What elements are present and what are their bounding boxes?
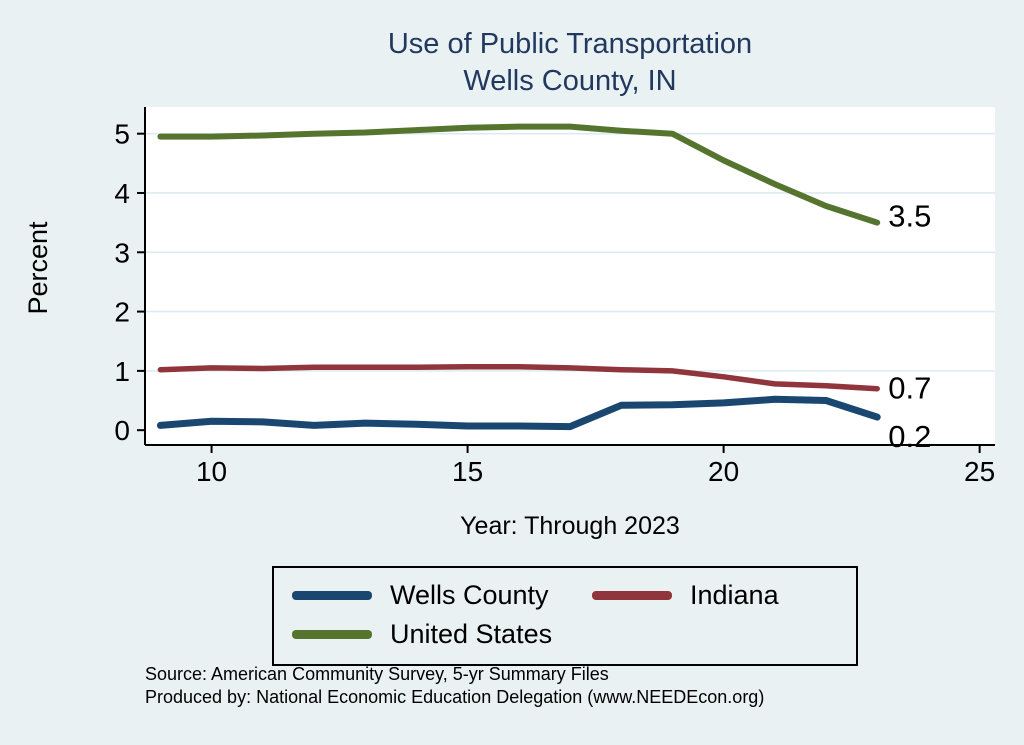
x-tick-label: 15 (452, 456, 483, 487)
source-line2: Produced by: National Economic Education… (145, 687, 765, 707)
chart-title-line2: Wells County, IN (463, 65, 677, 97)
source-line1: Source: American Community Survey, 5-yr … (145, 664, 609, 684)
legend-label-united-states: United States (390, 619, 553, 649)
end-label-united-states: 3.5 (888, 199, 931, 234)
y-tick-label: 5 (114, 119, 130, 150)
y-tick-label: 3 (114, 237, 130, 268)
series-line-wells-county (156, 395, 881, 431)
chart-title: Use of Public Transportation Wells Count… (145, 26, 995, 100)
legend-swatch-indiana (592, 591, 672, 600)
y-tick-label: 0 (114, 415, 130, 446)
chart-legend: Wells County Indiana United States (272, 566, 858, 666)
legend-item-wells-county: Wells County (292, 580, 592, 611)
legend-label-wells-county: Wells County (390, 580, 549, 610)
chart-title-line1: Use of Public Transportation (387, 28, 753, 60)
y-tick-label: 2 (114, 297, 130, 328)
y-tick-label: 1 (114, 356, 130, 387)
series-line-united-states (157, 123, 881, 226)
x-tick-label: 10 (196, 456, 227, 487)
x-tick-label: 20 (708, 456, 739, 487)
y-tick-label: 4 (114, 178, 130, 209)
legend-item-united-states: United States (292, 619, 592, 650)
plot-area (145, 107, 995, 445)
legend-label-indiana: Indiana (690, 580, 779, 610)
end-label-indiana: 0.7 (888, 371, 931, 406)
x-tick-label: 25 (964, 456, 995, 487)
legend-swatch-wells-county (292, 591, 372, 600)
legend-swatch-united-states (292, 630, 372, 639)
series-line-indiana (157, 363, 880, 392)
legend-item-indiana: Indiana (592, 580, 838, 611)
source-note: Source: American Community Survey, 5-yr … (145, 663, 945, 709)
end-label-wells-county: 0.2 (888, 419, 931, 454)
x-axis-label: Year: Through 2023 (460, 512, 680, 540)
